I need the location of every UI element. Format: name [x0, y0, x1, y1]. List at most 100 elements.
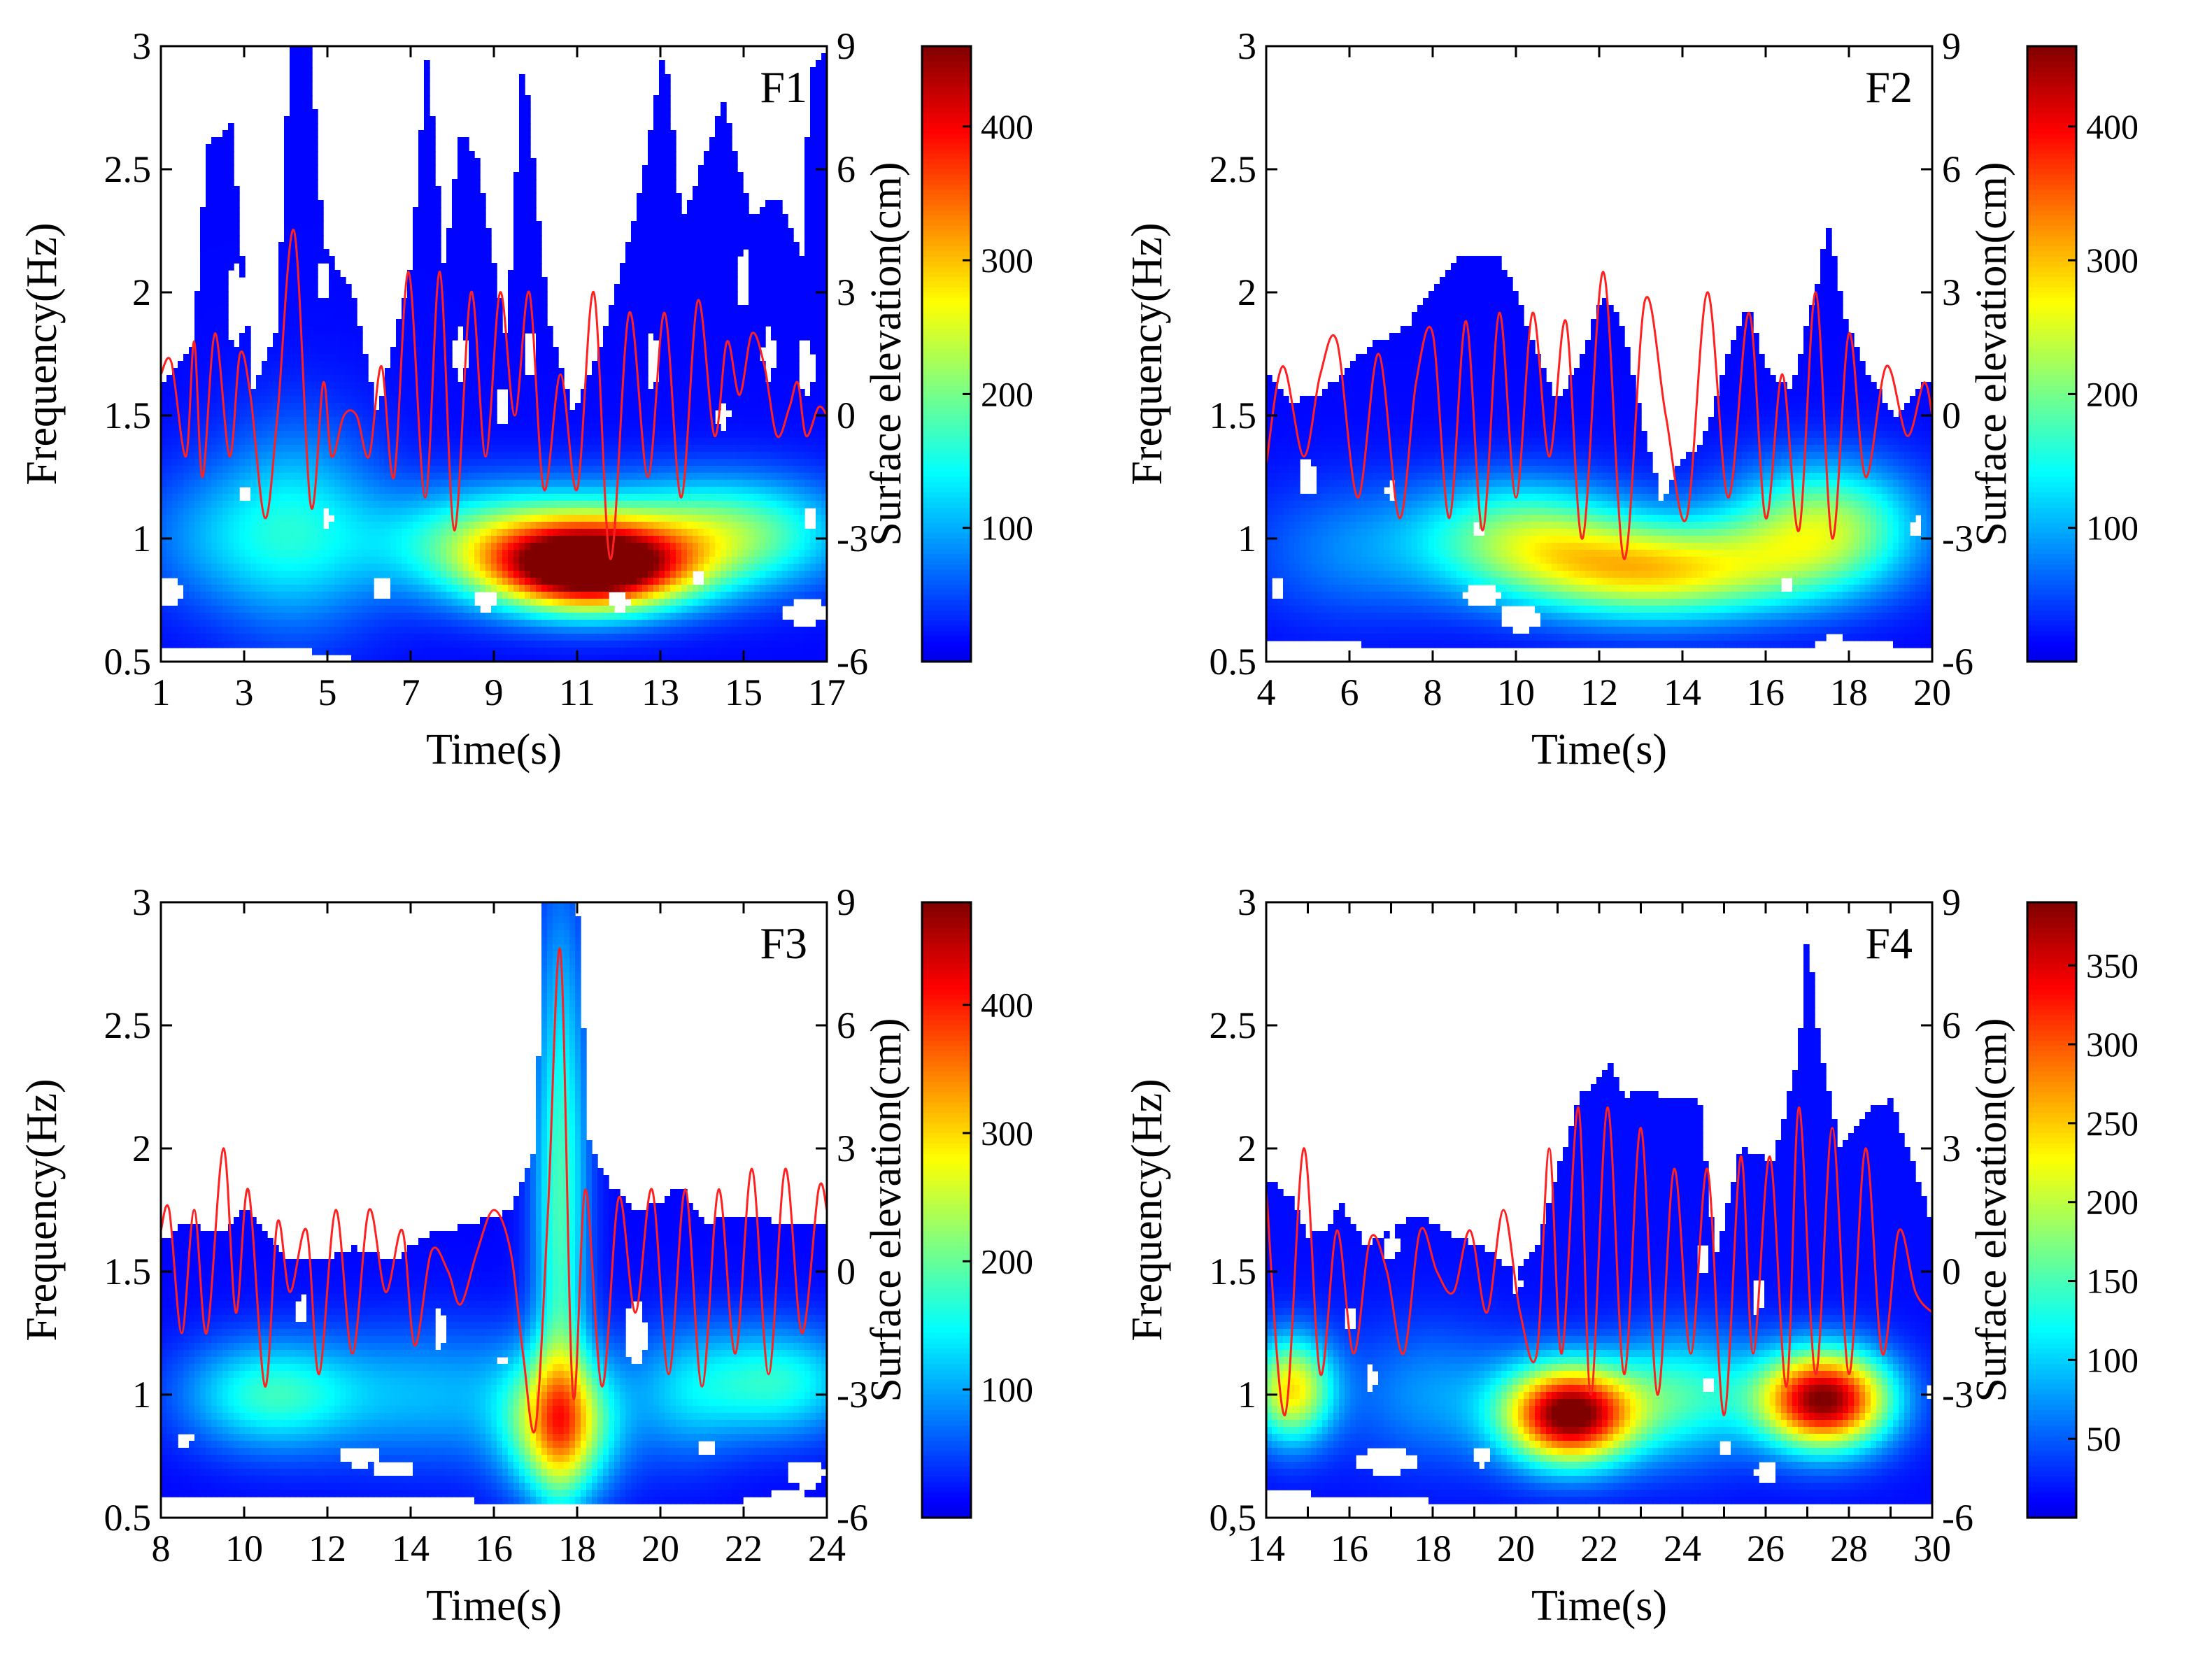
heat-cell [284, 179, 290, 187]
heat-cell [777, 214, 783, 222]
heat-cell [306, 403, 313, 411]
heat-cell [530, 242, 537, 250]
heat-cell [211, 417, 218, 425]
heat-cell [469, 270, 475, 278]
heat-cell [648, 284, 654, 292]
heat-cell [648, 158, 654, 166]
heat-cell [474, 207, 481, 215]
heat-cell [485, 403, 492, 411]
heat-cell [525, 431, 531, 439]
heat-cell [357, 480, 363, 487]
heat-cell [194, 508, 201, 515]
heat-cell [816, 137, 822, 145]
heat-cell [760, 389, 766, 397]
heat-cell [620, 333, 626, 341]
heat-cell [351, 305, 357, 313]
heat-cell [715, 522, 721, 529]
heat-cell [625, 277, 632, 285]
heat-cell [698, 410, 704, 418]
heat-cell [340, 382, 346, 390]
heat-cell [435, 340, 441, 348]
heat-cell [771, 284, 777, 292]
heat-cell [536, 333, 542, 341]
heat-cell [525, 151, 531, 159]
heat-cell [256, 403, 262, 411]
heat-cell [469, 396, 475, 404]
heat-cell [614, 452, 621, 460]
heat-cell [804, 319, 811, 327]
heat-cell [704, 193, 710, 201]
heat-cell [329, 368, 335, 376]
heat-cell [290, 333, 296, 341]
heat-cell [637, 473, 643, 480]
heat-cell [754, 480, 760, 487]
heat-cell [390, 375, 397, 383]
heat-cell [200, 494, 206, 501]
heat-cell [581, 480, 587, 487]
heat-cell [474, 242, 481, 250]
heat-cell [541, 459, 548, 467]
heat-cell [541, 494, 548, 501]
heat-cell [234, 501, 240, 508]
heat-cell [777, 235, 783, 243]
heat-cell [586, 452, 593, 460]
heat-cell [368, 473, 374, 480]
heat-cell [810, 494, 816, 501]
heat-cell [430, 452, 436, 460]
heat-cell [424, 67, 430, 75]
heat-cell [284, 326, 290, 334]
heat-cell [541, 410, 548, 418]
heat-cell [709, 340, 716, 348]
heat-cell [519, 382, 525, 390]
heat-cell [222, 298, 229, 306]
heat-cell [816, 417, 822, 425]
heat-cell [681, 382, 688, 390]
heat-cell [816, 144, 822, 152]
heat-cell [301, 445, 307, 453]
heat-cell [788, 459, 794, 467]
heat-cell [709, 298, 716, 306]
heat-cell [760, 214, 766, 222]
heat-cell [609, 431, 615, 439]
heat-cell [665, 312, 671, 320]
heat-cell [222, 235, 229, 243]
heat-cell [530, 263, 537, 271]
heat-cell [653, 165, 660, 173]
heat-cell [211, 165, 218, 173]
heat-cell [222, 305, 229, 313]
heat-cell [402, 375, 408, 383]
heat-cell [810, 305, 816, 313]
heat-cell [491, 480, 497, 487]
heat-cell [765, 522, 772, 529]
heat-cell [659, 277, 665, 285]
heat-cell [558, 515, 565, 522]
heat-cell [508, 291, 514, 299]
heat-cell [693, 214, 699, 222]
heat-cell [430, 256, 436, 264]
heat-cell [172, 522, 178, 529]
heat-cell [312, 375, 318, 383]
heat-cell [581, 515, 587, 522]
heat-cell [771, 277, 777, 285]
heat-cell [301, 410, 307, 418]
heat-cell [446, 494, 453, 501]
heat-cell [183, 375, 190, 383]
heat-cell [245, 410, 251, 418]
heat-cell [765, 284, 772, 292]
heat-cell [172, 480, 178, 487]
heat-cell [637, 298, 643, 306]
heat-cell [480, 396, 486, 404]
heat-cell [760, 368, 766, 376]
heat-cell [172, 473, 178, 480]
heat-cell [178, 529, 184, 536]
heat-cell [418, 494, 425, 501]
heat-cell [357, 375, 363, 383]
heat-cell [469, 382, 475, 390]
heat-cell [301, 291, 307, 299]
heat-cell [357, 389, 363, 397]
heat-cell [777, 361, 783, 369]
heat-cell [161, 508, 167, 515]
heat-cell [351, 354, 357, 362]
heat-cell [793, 326, 800, 334]
heat-cell [183, 522, 190, 529]
